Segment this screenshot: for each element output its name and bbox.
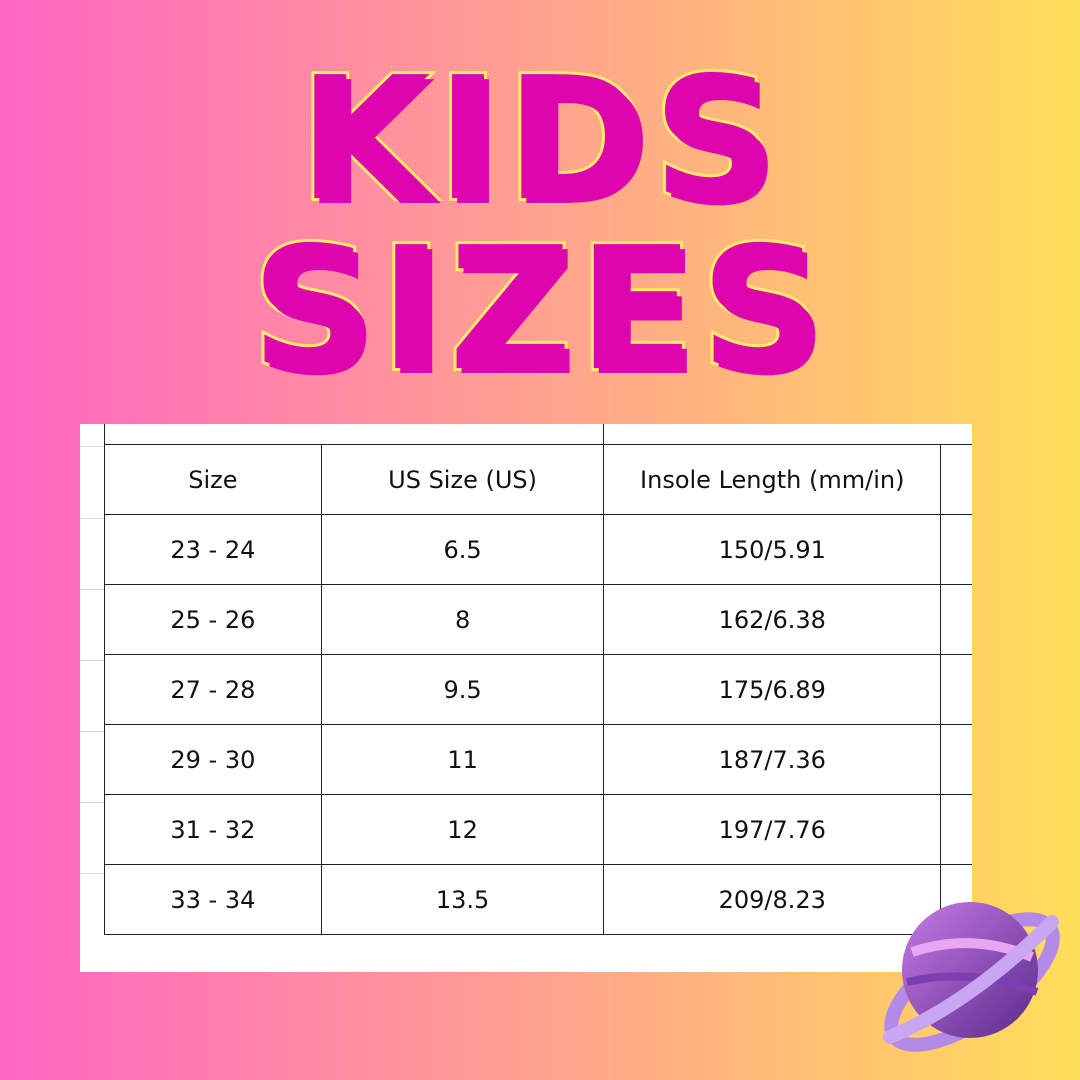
table-cell (940, 654, 972, 725)
grid-line (80, 731, 104, 732)
table-cell: 197/7.76 (603, 794, 942, 865)
grid-line (80, 873, 104, 874)
header-size: Size (104, 444, 322, 515)
table-cell: 23 - 24 (104, 514, 322, 585)
table-cell: 27 - 28 (104, 654, 322, 725)
table-cell: 31 - 32 (104, 794, 322, 865)
table-cell: 162/6.38 (603, 584, 942, 655)
table-cell: 11 (320, 724, 605, 795)
table-row: 31 - 32 12 197/7.76 (104, 794, 972, 865)
header-extra (940, 444, 972, 515)
header-insole-length: Insole Length (mm/in) (603, 444, 942, 515)
table-cell: 187/7.36 (603, 724, 942, 795)
grid-line (80, 518, 104, 519)
table-row: 27 - 28 9.5 175/6.89 (104, 654, 972, 725)
table-cell (940, 584, 972, 655)
table-cell (940, 514, 972, 585)
table-cell (940, 794, 972, 865)
table-row: 23 - 24 6.5 150/5.91 (104, 514, 972, 585)
grid-line (80, 802, 104, 803)
title-line-2: SIZES (248, 211, 829, 409)
grid-line (80, 446, 104, 447)
table-row: 25 - 26 8 162/6.38 (104, 584, 972, 655)
grid-line (80, 660, 104, 661)
table-cell: 8 (320, 584, 605, 655)
table-row: 33 - 34 13.5 209/8.23 (104, 864, 972, 935)
table-cell: 25 - 26 (104, 584, 322, 655)
table-cell: 6.5 (320, 514, 605, 585)
table-cell: 13.5 (320, 864, 605, 935)
table-cell: 12 (320, 794, 605, 865)
table-row: 29 - 30 11 187/7.36 (104, 724, 972, 795)
size-chart-sheet: Size US Size (US) Insole Length (mm/in) … (80, 424, 972, 972)
table-cell: 33 - 34 (104, 864, 322, 935)
table-cell: 29 - 30 (104, 724, 322, 795)
planet-icon (883, 902, 1060, 1052)
table-cell: 9.5 (320, 654, 605, 725)
table-header-row: Size US Size (US) Insole Length (mm/in) (104, 444, 972, 515)
table-cell (940, 724, 972, 795)
title-line-1: KIDS (296, 41, 782, 239)
size-table: Size US Size (US) Insole Length (mm/in) … (103, 424, 972, 935)
table-cell: 175/6.89 (603, 654, 942, 725)
table-row-top (103, 424, 972, 445)
table-cell: 150/5.91 (603, 514, 942, 585)
grid-line (80, 589, 104, 590)
header-us-size: US Size (US) (320, 444, 605, 515)
table-cell: 209/8.23 (603, 864, 942, 935)
